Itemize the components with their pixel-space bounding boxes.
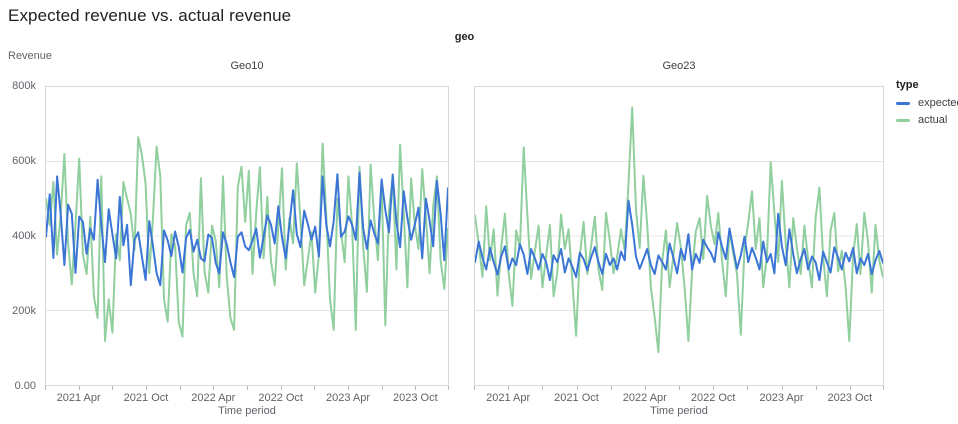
x-tick-mark [280,386,282,390]
x-tick-label: 2021 Apr [486,392,531,404]
x-tick-mark [815,386,817,390]
y-tick-label: 0.00 [14,380,36,392]
x-tick-mark [146,386,147,390]
x-axis-title-geo10: Time period [218,405,276,417]
x-tick-label: 2021 Apr [56,392,101,404]
x-tick-label: 2022 Apr [622,392,667,404]
x-tick-mark [179,386,181,390]
y-axis-tick-labels: 800k 600k 400k 200k 0.00 [0,80,39,392]
expected-line [475,199,883,281]
x-tick-mark [448,386,449,390]
x-tick-mark [610,386,612,390]
x-tick-mark [781,386,783,390]
facet-title-geo10: Geo10 [230,60,264,72]
y-tick-label: 800k [12,80,36,92]
x-tick-mark [314,386,316,390]
actual-line [475,106,883,354]
x-tick-mark [381,386,383,390]
x-axis-geo10: 2021 Apr 2021 Oct 2022 Apr 2022 Oct 2023 Apr… [45,386,449,418]
x-tick-mark [679,386,680,390]
expected-line [46,171,448,287]
plot-area-geo10[interactable] [45,86,449,386]
x-tick-mark [883,386,884,390]
x-tick-label: 2022 Oct [258,392,303,404]
x-tick-mark [247,386,248,390]
x-tick-mark [542,386,544,390]
x-tick-mark [747,386,749,390]
x-tick-mark [348,386,349,390]
legend-item-actual[interactable]: actual [896,114,958,126]
page-title: Expected revenue vs. actual revenue [8,6,292,25]
x-axis-title-geo23: Time period [650,405,708,417]
x-tick-mark [78,386,80,390]
facet-group-label: geo [454,31,475,43]
x-tick-mark [644,386,646,390]
y-tick-label: 400k [12,230,36,242]
x-tick-mark [474,386,475,390]
x-tick-label: 2023 Oct [393,392,438,404]
y-axis-title: Revenue [8,50,53,62]
x-tick-label: 2023 Oct [827,392,873,404]
y-tick-label: 200k [12,305,36,317]
legend-label-actual: actual [918,114,948,126]
x-tick-label: 2023 Apr [759,392,804,404]
chart-canvas-geo10 [46,136,448,342]
x-axis-geo23: 2021 Apr 2021 Oct 2022 Apr 2022 Oct 2023 Apr… [474,386,884,418]
x-tick-mark [713,386,715,390]
x-tick-label: 2022 Oct [690,392,736,404]
x-tick-label: 2021 Oct [554,392,599,404]
x-tick-mark [45,386,46,390]
x-tick-mark [112,386,114,390]
x-tick-label: 2022 Apr [191,392,236,404]
legend: type expected actual [896,79,958,131]
x-tick-mark [508,386,510,390]
x-tick-mark [415,386,417,390]
expected-line-swatch [896,101,910,105]
x-tick-mark [849,386,851,390]
legend-item-expected[interactable]: expected [896,97,958,109]
legend-label-expected: expected [918,97,958,109]
actual-line-swatch [896,118,910,122]
x-tick-label: 2021 Oct [123,392,169,404]
x-tick-label: 2023 Apr [325,392,371,404]
legend-title: type [896,79,919,91]
chart-canvas-geo23 [475,106,883,354]
facet-title-geo23: Geo23 [662,60,696,72]
x-tick-mark [576,386,578,390]
x-tick-mark [213,386,215,390]
plot-area-geo23[interactable] [474,86,884,386]
y-tick-label: 600k [12,155,36,167]
